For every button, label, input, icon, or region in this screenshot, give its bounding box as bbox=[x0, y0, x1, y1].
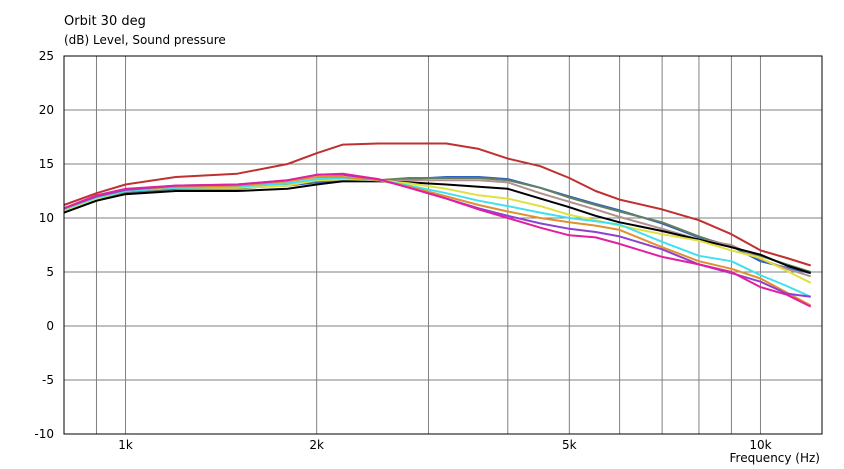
series-line-10 bbox=[63, 172, 812, 308]
y-axis-label: (dB) Level, Sound pressure bbox=[64, 33, 226, 47]
y-tick-label: 5 bbox=[46, 265, 54, 279]
y-tick-label: 20 bbox=[39, 103, 54, 117]
y-tick-label: 0 bbox=[46, 319, 54, 333]
x-tick-label: 2k bbox=[309, 438, 324, 452]
x-tick-label: 5k bbox=[562, 438, 577, 452]
y-tick-label: 10 bbox=[39, 211, 54, 225]
grid bbox=[64, 55, 822, 435]
x-tick-label: 1k bbox=[118, 438, 133, 452]
plot-frame bbox=[63, 55, 823, 435]
x-ticks: 1k 2k 5k 10k bbox=[118, 438, 771, 452]
y-tick-label: -10 bbox=[34, 427, 54, 441]
x-tick-label: 10k bbox=[749, 438, 771, 452]
series-line-1 bbox=[63, 142, 811, 267]
y-ticks: -10 -5 0 5 10 15 20 25 bbox=[34, 49, 54, 441]
chart-title: Orbit 30 deg bbox=[64, 14, 146, 29]
y-tick-label: 25 bbox=[39, 49, 54, 63]
series-line-7 bbox=[63, 177, 812, 298]
series-layer bbox=[63, 142, 812, 308]
y-tick-label: 15 bbox=[39, 157, 54, 171]
series-line-8 bbox=[63, 176, 812, 307]
series-line-5 bbox=[63, 180, 812, 275]
y-tick-label: -5 bbox=[42, 373, 54, 387]
x-axis-label: Frequency (Hz) bbox=[730, 451, 821, 465]
